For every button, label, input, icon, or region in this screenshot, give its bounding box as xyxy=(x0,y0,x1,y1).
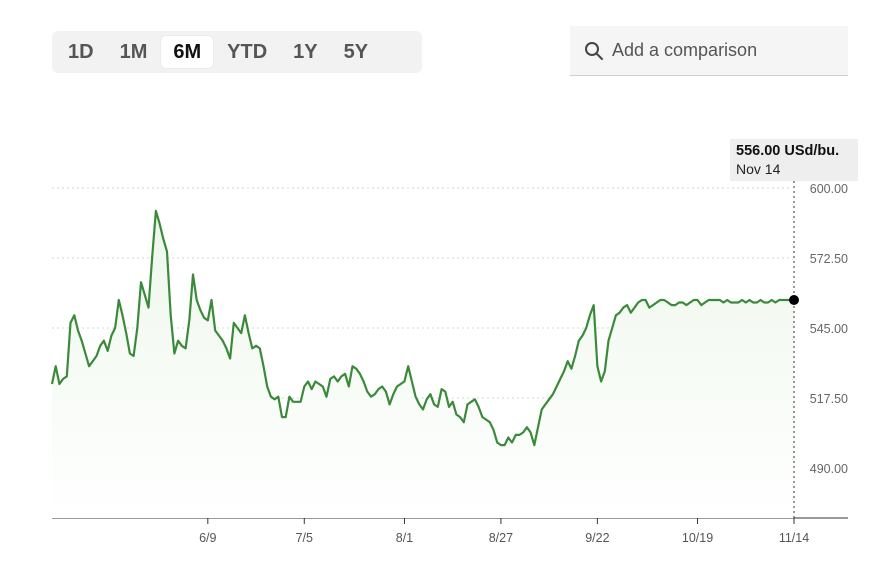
x-tick-label: 8/27 xyxy=(489,531,513,545)
range-tab-5y[interactable]: 5Y xyxy=(343,40,369,63)
price-area xyxy=(52,210,794,518)
range-tab-1d[interactable]: 1D xyxy=(68,40,94,63)
y-tick-label: 517.50 xyxy=(810,392,848,406)
range-tab-1m[interactable]: 1M xyxy=(119,40,148,63)
comparison-search[interactable]: Add a comparison xyxy=(570,26,848,76)
range-tab-1y[interactable]: 1Y xyxy=(293,40,318,63)
price-line xyxy=(50,209,794,447)
y-tick-label: 572.50 xyxy=(810,252,848,266)
y-tick-label: 545.00 xyxy=(810,322,848,336)
comparison-placeholder: Add a comparison xyxy=(612,40,758,60)
y-tick-label: 490.00 xyxy=(810,462,848,476)
y-tick-label: 600.00 xyxy=(810,182,848,196)
tooltip-price: 556.00 USd/bu. xyxy=(736,143,840,159)
tooltip-date: Nov 14 xyxy=(736,161,781,177)
range-selector: 1D 1M 6M YTD 1Y 5Y xyxy=(52,31,422,73)
price-tooltip: 556.00 USd/bu. Nov 14 xyxy=(730,139,858,181)
x-tick-label: 10/19 xyxy=(682,531,713,545)
x-tick-label: 7/5 xyxy=(296,531,313,545)
x-tick-label: 9/22 xyxy=(585,531,609,545)
x-tick-label: 8/1 xyxy=(396,531,413,545)
x-tick-label: 6/9 xyxy=(199,531,216,545)
last-value-marker xyxy=(789,295,799,305)
x-tick-label: 11/14 xyxy=(779,531,809,545)
range-tab-ytd[interactable]: YTD xyxy=(227,40,268,63)
search-icon xyxy=(585,41,603,60)
range-tab-6m[interactable]: 6M xyxy=(161,36,214,68)
